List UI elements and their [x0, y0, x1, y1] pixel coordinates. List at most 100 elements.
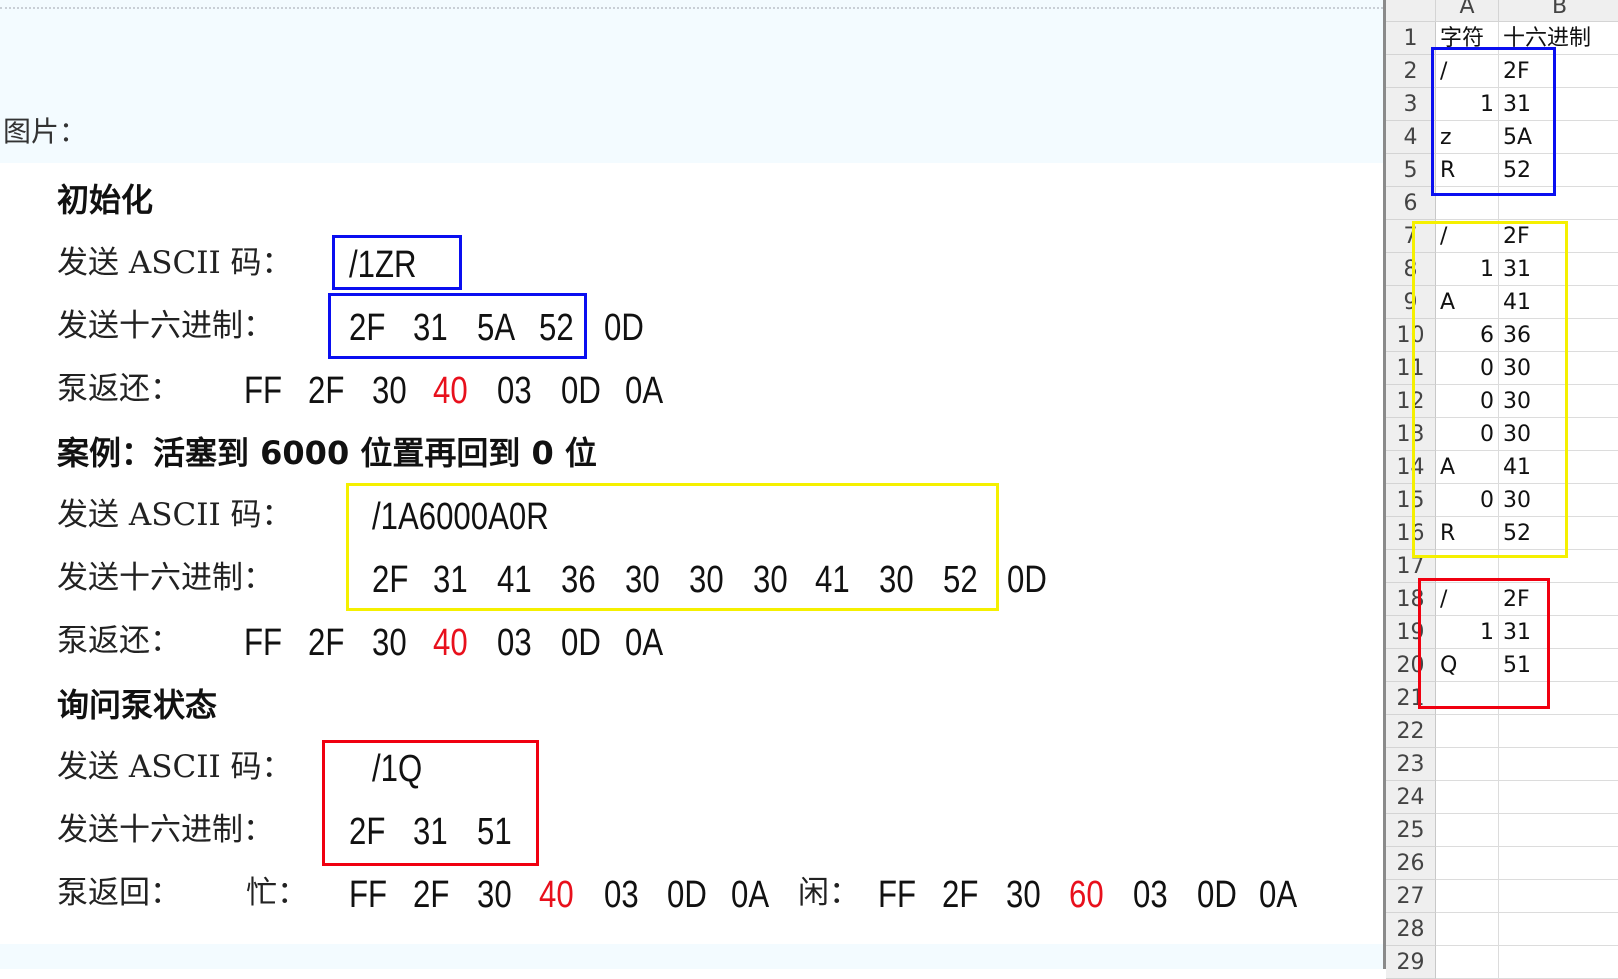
row-header[interactable]: 16 — [1386, 517, 1436, 550]
cell-char[interactable] — [1436, 550, 1499, 583]
row-header[interactable]: 22 — [1386, 715, 1436, 748]
cell-char[interactable]: z — [1436, 121, 1499, 154]
return-byte: 30 — [372, 370, 407, 412]
spreadsheet[interactable]: A B 1 字符 十六进制 2/2F 3 1 31 4 z 5A 5 R 52 6 7/2F 8 1 31 9 A 41… — [1383, 0, 1618, 979]
cell-hex[interactable] — [1499, 913, 1618, 946]
cell-char[interactable]: 0 — [1436, 418, 1499, 451]
cell-hex[interactable] — [1499, 550, 1618, 583]
cell-char[interactable]: Q — [1436, 649, 1499, 682]
cell-char[interactable]: / — [1436, 583, 1499, 616]
cell-hex[interactable] — [1499, 781, 1618, 814]
cell-char[interactable]: A — [1436, 286, 1499, 319]
cell-hex[interactable] — [1499, 682, 1618, 715]
cell-char[interactable]: A — [1436, 451, 1499, 484]
row-header[interactable]: 29 — [1386, 946, 1436, 979]
cell-char[interactable] — [1436, 682, 1499, 715]
hex-byte: 30 — [879, 559, 914, 601]
cell-char[interactable] — [1436, 913, 1499, 946]
cell-hex[interactable]: 2F — [1499, 55, 1618, 88]
cell-char[interactable] — [1436, 748, 1499, 781]
cell-char[interactable]: 1 — [1436, 253, 1499, 286]
idle-label: 闲： — [798, 875, 860, 911]
cell-char[interactable] — [1436, 946, 1499, 979]
row-header[interactable]: 28 — [1386, 913, 1436, 946]
column-header-b[interactable]: B — [1499, 0, 1618, 22]
cell-char[interactable]: / — [1436, 220, 1499, 253]
hex-byte: 41 — [815, 559, 850, 601]
cell-hex[interactable]: 十六进制 — [1499, 22, 1618, 55]
cell-char[interactable]: R — [1436, 517, 1499, 550]
hex-byte: 31 — [413, 811, 448, 853]
cell-hex[interactable]: 36 — [1499, 319, 1618, 352]
cell-hex[interactable] — [1499, 748, 1618, 781]
cell-hex[interactable] — [1499, 814, 1618, 847]
cell-hex[interactable] — [1499, 946, 1618, 979]
cell-char[interactable] — [1436, 781, 1499, 814]
row-header[interactable]: 14 — [1386, 451, 1436, 484]
cell-hex[interactable] — [1499, 880, 1618, 913]
cell-hex[interactable] — [1499, 187, 1618, 220]
return-byte: 2F — [308, 622, 345, 664]
status-sheet-box — [1418, 578, 1550, 709]
busy-byte: 03 — [604, 874, 639, 916]
row-header[interactable]: 10 — [1386, 319, 1436, 352]
row-header[interactable]: 27 — [1386, 880, 1436, 913]
cell-hex[interactable]: 5A — [1499, 121, 1618, 154]
row-header[interactable]: 15 — [1386, 484, 1436, 517]
example-sheet-box — [1412, 221, 1568, 558]
cell-hex[interactable] — [1499, 847, 1618, 880]
row-header[interactable]: 25 — [1386, 814, 1436, 847]
row-header[interactable]: 5 — [1386, 154, 1436, 187]
cell-char[interactable]: R — [1436, 154, 1499, 187]
document-pane: 图片： 初始化 发送 ASCII 码： /1ZR 发送十六进制： 2F 31 5… — [0, 0, 1383, 969]
cell-char[interactable] — [1436, 187, 1499, 220]
cell-char[interactable]: 0 — [1436, 385, 1499, 418]
status-heading: 询问泵状态 — [57, 686, 218, 724]
row-header[interactable]: 2 — [1386, 55, 1436, 88]
select-all-corner[interactable] — [1386, 0, 1436, 22]
row-header[interactable]: 12 — [1386, 385, 1436, 418]
row-header[interactable]: 26 — [1386, 847, 1436, 880]
row-header[interactable]: 6 — [1386, 187, 1436, 220]
return-byte: FF — [244, 370, 283, 412]
cell-hex[interactable]: 30 — [1499, 418, 1618, 451]
ascii-label: 发送 ASCII 码： — [57, 749, 293, 785]
cell-hex[interactable]: 41 — [1499, 286, 1618, 319]
column-header-a[interactable]: A — [1436, 0, 1499, 22]
cell-char[interactable] — [1436, 847, 1499, 880]
row-header[interactable]: 24 — [1386, 781, 1436, 814]
cell-hex[interactable]: 30 — [1499, 352, 1618, 385]
cell-char[interactable]: 字符 — [1436, 22, 1499, 55]
cell-hex[interactable]: 2F — [1499, 220, 1618, 253]
cell-hex[interactable]: 2F — [1499, 583, 1618, 616]
row-header[interactable]: 19 — [1386, 616, 1436, 649]
row-header[interactable]: 13 — [1386, 418, 1436, 451]
cell-hex[interactable]: 31 — [1499, 88, 1618, 121]
cell-hex[interactable]: 30 — [1499, 385, 1618, 418]
row-header[interactable]: 3 — [1386, 88, 1436, 121]
cell-hex[interactable]: 51 — [1499, 649, 1618, 682]
cell-char[interactable]: 1 — [1436, 616, 1499, 649]
row-header[interactable]: 4 — [1386, 121, 1436, 154]
cell-char[interactable] — [1436, 814, 1499, 847]
cell-hex[interactable] — [1499, 715, 1618, 748]
cell-char[interactable] — [1436, 880, 1499, 913]
row-header[interactable]: 1 — [1386, 22, 1436, 55]
cell-char[interactable]: / — [1436, 55, 1499, 88]
cell-hex[interactable]: 52 — [1499, 517, 1618, 550]
cell-hex[interactable]: 41 — [1499, 451, 1618, 484]
cell-char[interactable]: 1 — [1436, 88, 1499, 121]
cell-hex[interactable]: 30 — [1499, 484, 1618, 517]
cell-hex[interactable]: 31 — [1499, 253, 1618, 286]
cell-char[interactable]: 0 — [1436, 352, 1499, 385]
row-header[interactable]: 11 — [1386, 352, 1436, 385]
cell-char[interactable] — [1436, 715, 1499, 748]
cell-char[interactable]: 0 — [1436, 484, 1499, 517]
cell-hex[interactable]: 31 — [1499, 616, 1618, 649]
hex-byte: 30 — [753, 559, 788, 601]
row-header[interactable]: 23 — [1386, 748, 1436, 781]
cell-char[interactable]: 6 — [1436, 319, 1499, 352]
idle-byte: 0A — [1259, 874, 1298, 916]
cell-hex[interactable]: 52 — [1499, 154, 1618, 187]
busy-byte: FF — [349, 874, 388, 916]
